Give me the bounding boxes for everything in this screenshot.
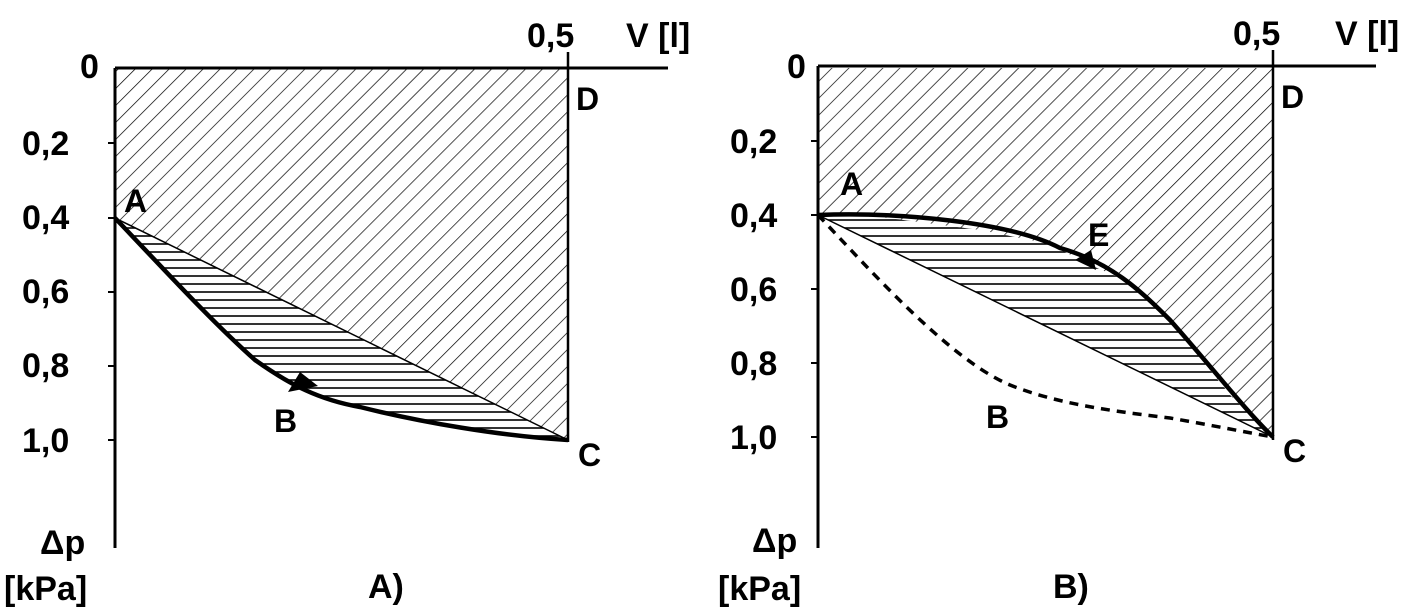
panel-a-y-tick-label: 0,8 [22,347,69,385]
panel-b-x-axis-label: V [l] [1335,15,1399,53]
panel-a-curve-abc [113,216,569,443]
panel-b-point-e: E [1088,217,1109,253]
panel-a-y-axis-unit: [kPa] [4,570,87,608]
panel-b-arrowhead [1075,250,1096,270]
panel-a-y-tick-label: 0,2 [22,125,69,163]
panel-b-point-d: D [1281,79,1304,115]
panel-b-y-tick-label: 0,8 [730,345,777,383]
panel-a: 0,5 V [l] 0 0,2 0,4 0,6 0,8 1,0 Δp [kPa]… [4,17,690,608]
panel-b-chord-ac [817,214,1274,438]
panel-b-y-axis-symbol: Δp [752,522,797,560]
panel-b-x-tick-label: 0,5 [1233,15,1280,53]
panel-a-y-ticks [108,142,115,441]
panel-a-y-tick-label: 0,4 [22,199,69,237]
panel-b-y-tick-label: 0,2 [730,123,777,161]
panel-b-y-ticks [811,140,818,438]
panel-a-x-axis-label: V [l] [626,17,690,55]
panel-a-arrowhead [288,372,318,392]
panel-b-point-a: A [840,166,863,202]
panel-b-curve-aec [817,212,1275,439]
panel-b-point-b: B [986,399,1009,435]
panel-b-y-tick-label: 0,6 [730,271,777,309]
panel-a-chord-ac [114,217,569,441]
panel-a-x-tick-label: 0,5 [527,17,574,55]
panel-b-caption: B) [1053,568,1089,606]
panel-b-point-c: C [1283,433,1306,469]
panel-b-y-tick-label: 1,0 [730,419,777,457]
panel-b-y-axis-unit: [kPa] [718,570,801,608]
panel-b-y-tick-label: 0,4 [730,197,777,235]
panel-a-point-b: B [274,403,297,439]
panel-a-origin-label: 0 [80,48,99,86]
panel-a-point-d: D [576,81,599,117]
panel-a-y-tick-label: 1,0 [22,422,69,460]
panel-a-point-a: A [124,183,147,219]
panel-b-origin-label: 0 [787,48,806,86]
panel-a-diagonal-hatch-area [115,68,568,440]
panel-b-diagonal-hatch-area [818,68,1273,437]
panel-a-y-tick-label: 0,6 [22,273,69,311]
panel-a-caption: A) [368,568,404,606]
panel-a-y-axis-symbol: Δp [40,524,85,562]
panel-b: 0,5 V [l] 0 0,2 0,4 0,6 0,8 1,0 Δp [kPa]… [718,15,1399,608]
panel-a-point-c: C [578,437,601,473]
panel-b-curve-abc-dashed [816,213,1274,439]
